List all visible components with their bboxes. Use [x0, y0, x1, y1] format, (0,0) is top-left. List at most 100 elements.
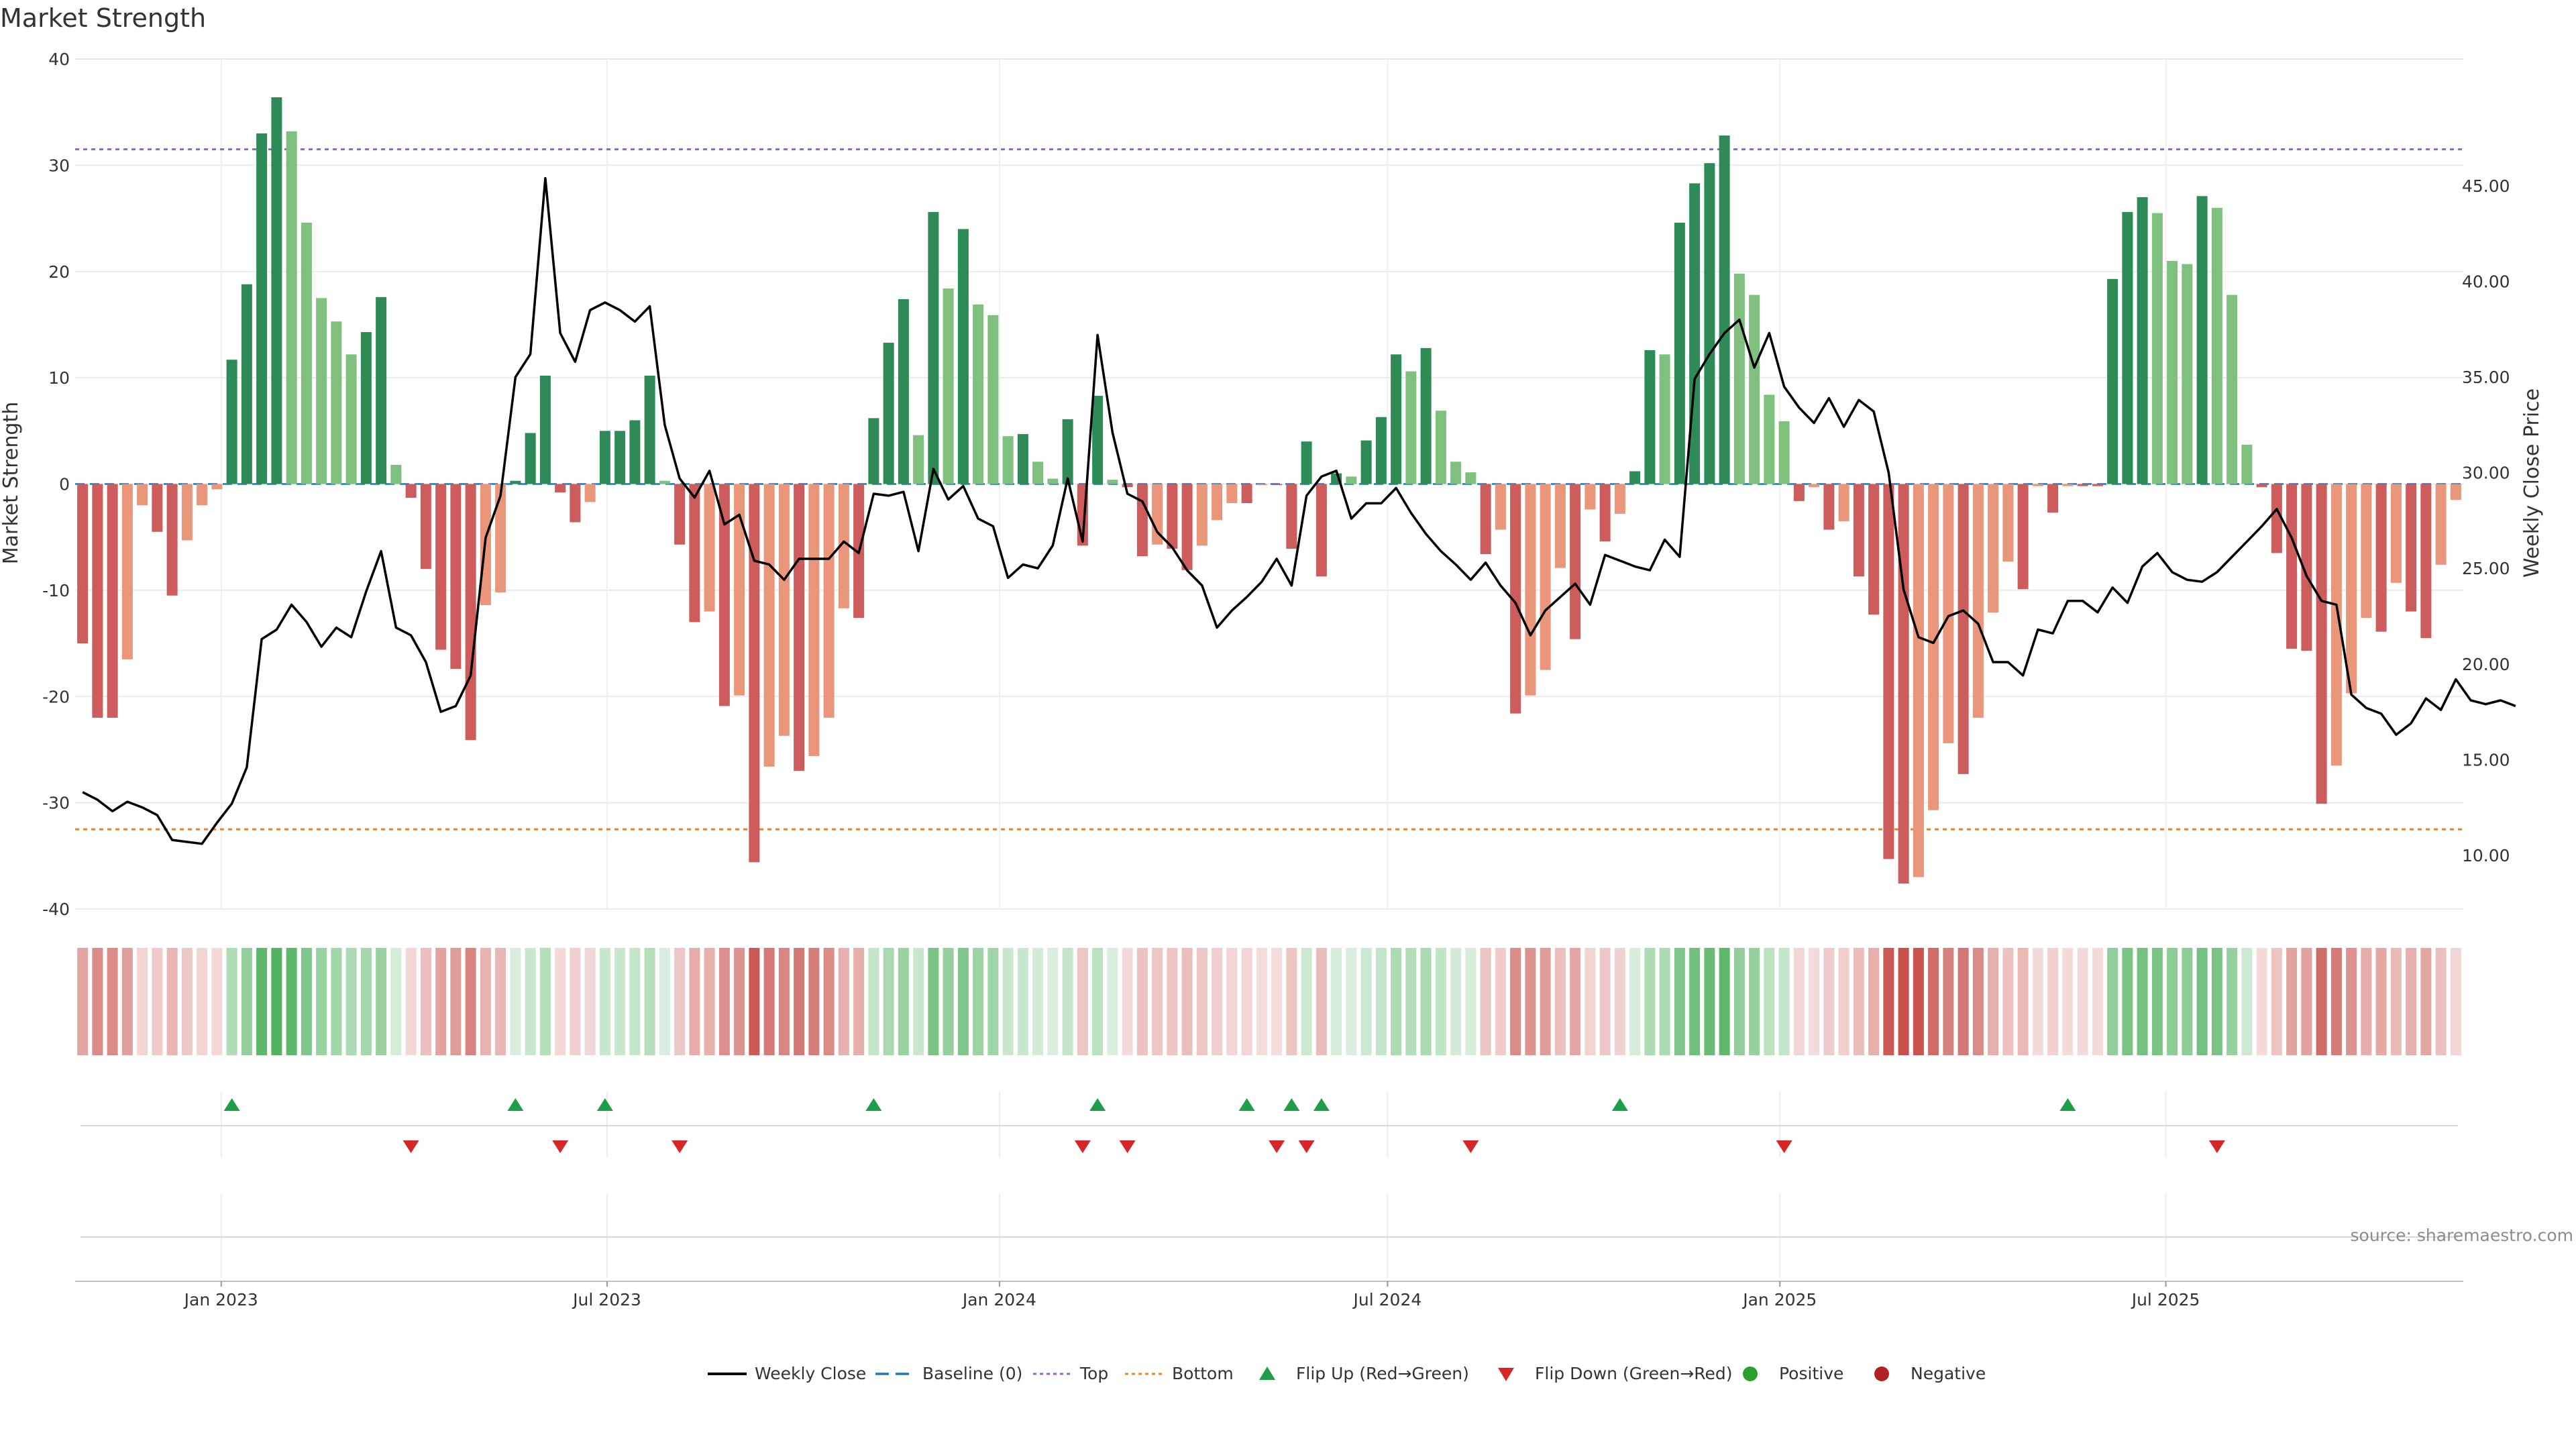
heat-cell [137, 948, 148, 1055]
legend-label: Negative [1911, 1364, 1986, 1383]
strength-bar [1435, 411, 1446, 484]
heat-cell [1465, 948, 1477, 1055]
heat-cell [510, 948, 521, 1055]
strength-bar [2241, 444, 2253, 484]
heat-cell [570, 948, 581, 1055]
flip-down-marker [2208, 1140, 2225, 1153]
strength-bar [794, 484, 805, 771]
strength-bar [808, 484, 820, 756]
strength-bar [256, 133, 268, 484]
strength-bar [2182, 264, 2193, 484]
strength-bar [763, 484, 775, 767]
strength-bar [1838, 484, 1849, 521]
heat-cell [1943, 948, 1954, 1055]
heat-cell [181, 948, 193, 1055]
x-tick-label: Jul 2025 [2131, 1290, 2200, 1309]
legend-label: Positive [1779, 1364, 1843, 1383]
heat-cell [271, 948, 282, 1055]
heat-cell [2211, 948, 2222, 1055]
heat-cell [1405, 948, 1417, 1055]
strength-bar [495, 484, 506, 593]
heat-cell [1136, 948, 1148, 1055]
heat-cell [241, 948, 252, 1055]
strength-bar [92, 484, 103, 718]
flip-down-marker [1074, 1140, 1091, 1153]
strength-bar [1585, 484, 1596, 510]
strength-bar [1360, 440, 1372, 484]
heat-cell [256, 948, 268, 1055]
strength-bar [1823, 484, 1835, 530]
heat-cell [808, 948, 820, 1055]
heat-cell [2346, 948, 2357, 1055]
heat-cell [2330, 948, 2342, 1055]
strength-bar [316, 298, 327, 484]
strength-bar [957, 229, 969, 484]
heat-cell [614, 948, 626, 1055]
y-tick-label: 40 [48, 50, 70, 69]
flip-down-marker [1269, 1140, 1285, 1153]
heat-cell [1853, 948, 1864, 1055]
heat-cell [1540, 948, 1551, 1055]
heat-cell [1868, 948, 1880, 1055]
heat-cell [794, 948, 805, 1055]
heat-cell [1152, 948, 1163, 1055]
reference-lines [75, 148, 2463, 830]
strength-bar [1883, 484, 1894, 859]
heat-cell [316, 948, 327, 1055]
strength-bar [539, 375, 551, 484]
grid-lines [75, 58, 2463, 1278]
heat-cell [2241, 948, 2253, 1055]
heat-cell [1972, 948, 1984, 1055]
heat-cell [1928, 948, 1939, 1055]
heat-cell [1480, 948, 1491, 1055]
strength-bar [1032, 462, 1044, 484]
strength-bar [2346, 484, 2357, 694]
strength-bar [1391, 354, 1402, 484]
strength-bar [1002, 436, 1014, 484]
heat-cell [2286, 948, 2298, 1055]
heat-cell [2032, 948, 2043, 1055]
strength-bar [2062, 484, 2074, 486]
weekly-close-line [82, 176, 2516, 845]
legend-item: Baseline (0) [875, 1364, 1022, 1383]
heat-cell [92, 948, 103, 1055]
strength-bar [121, 484, 133, 659]
strength-bar [1107, 480, 1118, 484]
strength-bar [107, 484, 118, 718]
x-tick-label: Jan 2023 [183, 1290, 258, 1309]
heat-cell [734, 948, 745, 1055]
flip-down-marker [402, 1140, 419, 1153]
strength-bar [1928, 484, 1939, 810]
heat-cell [2301, 948, 2312, 1055]
heat-cell [525, 948, 536, 1055]
heat-cell [1196, 948, 1208, 1055]
heat-cell [1047, 948, 1059, 1055]
heat-cell [1764, 948, 1775, 1055]
x-tick-label: Jan 2025 [1741, 1290, 1817, 1309]
heat-cell [689, 948, 700, 1055]
strength-bar [778, 484, 790, 736]
heat-cell [1629, 948, 1641, 1055]
strength-bar [1913, 484, 1924, 877]
strength-bar [1957, 484, 1969, 774]
heat-cell [1644, 948, 1656, 1055]
legend-label: Flip Down (Green→Red) [1535, 1364, 1733, 1383]
heat-cell [1988, 948, 1999, 1055]
strength-bar [1972, 484, 1984, 718]
strength-bar [166, 484, 178, 596]
strength-bar [1375, 417, 1387, 484]
source-note: source: sharemaestro.com [2351, 1226, 2574, 1245]
flip-up-marker [223, 1098, 240, 1111]
heat-cell [2450, 948, 2461, 1055]
heat-cell [778, 948, 790, 1055]
flip-up-marker [2059, 1098, 2076, 1111]
heat-cell [838, 948, 849, 1055]
strength-bar [734, 484, 745, 696]
heat-cell [539, 948, 551, 1055]
heat-cell [286, 948, 297, 1055]
strength-bar [1241, 484, 1252, 504]
strength-bar [1450, 462, 1462, 484]
strength-bar [1689, 183, 1701, 484]
legend-label: Baseline (0) [922, 1364, 1022, 1383]
